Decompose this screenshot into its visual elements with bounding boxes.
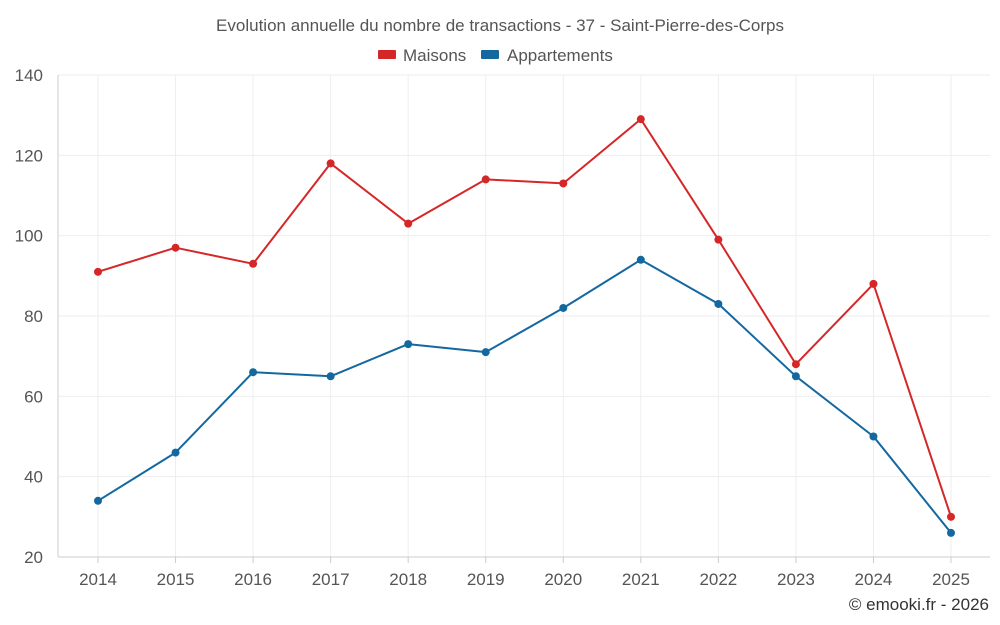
chart-title: Evolution annuelle du nombre de transact… <box>216 16 784 35</box>
x-tick-label: 2024 <box>855 570 893 589</box>
data-point-maisons-2022[interactable] <box>714 235 723 244</box>
y-tick-label: 80 <box>24 307 43 326</box>
legend-swatch-appartements <box>481 50 499 59</box>
gridlines <box>58 74 990 558</box>
x-tick-label: 2019 <box>467 570 505 589</box>
legend-swatch-maisons <box>378 50 396 59</box>
data-point-appartements-2024[interactable] <box>869 432 878 441</box>
x-axis: 2014 2015 2016 2017 2018 2019 2020 2021 2022 2023… <box>58 556 990 589</box>
data-point-appartements-2025[interactable] <box>947 528 955 537</box>
data-point-appartements-2015[interactable] <box>171 448 180 457</box>
credit-text: © emooki.fr - 2026 <box>849 595 989 614</box>
series-maisons <box>94 115 955 521</box>
data-point-maisons-2025[interactable] <box>947 512 955 521</box>
x-tick-label: 2015 <box>157 570 195 589</box>
series-group <box>94 115 955 537</box>
x-tick-label: 2016 <box>234 570 272 589</box>
data-point-appartements-2014[interactable] <box>94 496 102 505</box>
data-point-appartements-2023[interactable] <box>791 372 800 381</box>
y-tick-label: 20 <box>24 548 43 567</box>
y-tick-label: 120 <box>15 146 43 165</box>
data-point-maisons-2019[interactable] <box>481 175 490 184</box>
y-tick-label: 100 <box>15 227 43 246</box>
y-axis: 20 40 60 80 100 120 140 <box>15 66 59 567</box>
x-tick-label: 2017 <box>312 570 350 589</box>
data-point-appartements-2017[interactable] <box>326 372 335 381</box>
x-tick-label: 2022 <box>699 570 737 589</box>
x-tick-label: 2014 <box>79 570 117 589</box>
data-point-maisons-2024[interactable] <box>869 279 878 288</box>
series-line-maisons <box>97 118 952 518</box>
data-point-appartements-2018[interactable] <box>404 340 413 349</box>
data-point-appartements-2020[interactable] <box>559 303 568 312</box>
legend: Maisons Appartements <box>378 46 613 65</box>
data-point-maisons-2018[interactable] <box>404 219 413 228</box>
data-point-maisons-2020[interactable] <box>559 179 568 188</box>
data-point-appartements-2016[interactable] <box>249 368 258 377</box>
y-tick-label: 60 <box>24 387 43 406</box>
data-point-maisons-2017[interactable] <box>326 159 335 168</box>
x-tick-label: 2020 <box>544 570 582 589</box>
series-line-appartements <box>97 258 952 534</box>
data-point-appartements-2021[interactable] <box>636 255 645 264</box>
y-tick-label: 140 <box>15 66 43 85</box>
y-tick-label: 40 <box>24 468 43 487</box>
data-point-maisons-2021[interactable] <box>636 115 645 124</box>
data-point-maisons-2023[interactable] <box>791 360 800 369</box>
legend-label-appartements[interactable]: Appartements <box>507 46 613 65</box>
x-tick-label: 2023 <box>777 570 815 589</box>
series-appartements <box>94 255 955 537</box>
data-point-maisons-2014[interactable] <box>94 267 102 276</box>
data-point-appartements-2022[interactable] <box>714 299 723 308</box>
x-tick-label: 2018 <box>389 570 427 589</box>
data-point-maisons-2016[interactable] <box>249 259 258 268</box>
legend-label-maisons[interactable]: Maisons <box>403 46 466 65</box>
data-point-maisons-2015[interactable] <box>171 243 180 252</box>
data-point-appartements-2019[interactable] <box>481 348 490 357</box>
x-tick-label: 2021 <box>622 570 660 589</box>
x-tick-label: 2025 <box>932 570 970 589</box>
